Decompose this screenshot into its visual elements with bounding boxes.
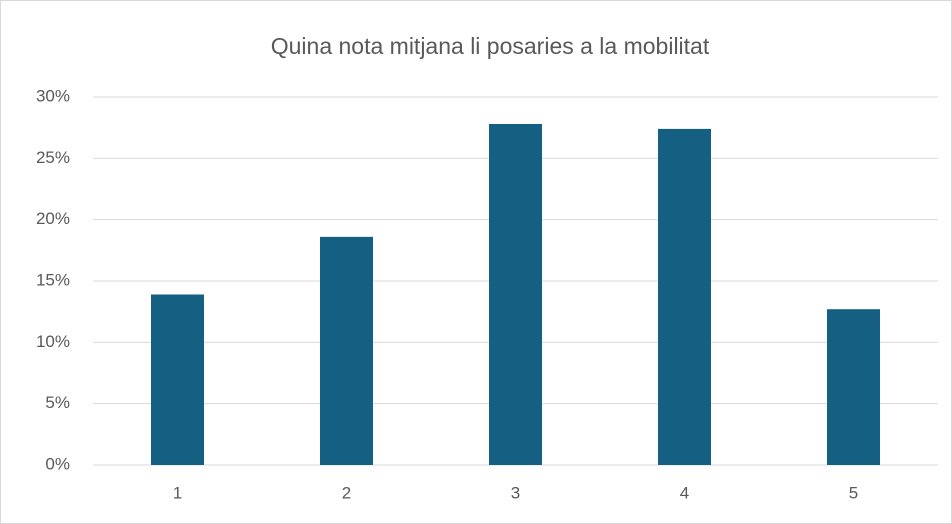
bar — [151, 294, 204, 465]
x-tick-label: 4 — [680, 483, 689, 502]
x-tick-label: 2 — [342, 483, 351, 502]
x-tick-label: 1 — [173, 483, 182, 502]
y-tick-label: 10% — [36, 332, 70, 351]
bar — [320, 236, 373, 465]
y-tick-label: 0% — [45, 454, 70, 473]
chart-title: Quina nota mitjana li posaries a la mobi… — [271, 33, 710, 59]
y-tick-label: 15% — [36, 270, 70, 289]
y-tick-label: 30% — [36, 86, 70, 105]
bar — [658, 128, 711, 466]
bar — [827, 309, 880, 465]
bar — [489, 123, 542, 465]
y-tick-label: 20% — [36, 209, 70, 228]
y-tick-label: 25% — [36, 148, 70, 167]
x-tick-label: 5 — [849, 483, 858, 502]
x-tick-label: 3 — [511, 483, 520, 502]
y-tick-label: 5% — [45, 393, 70, 412]
